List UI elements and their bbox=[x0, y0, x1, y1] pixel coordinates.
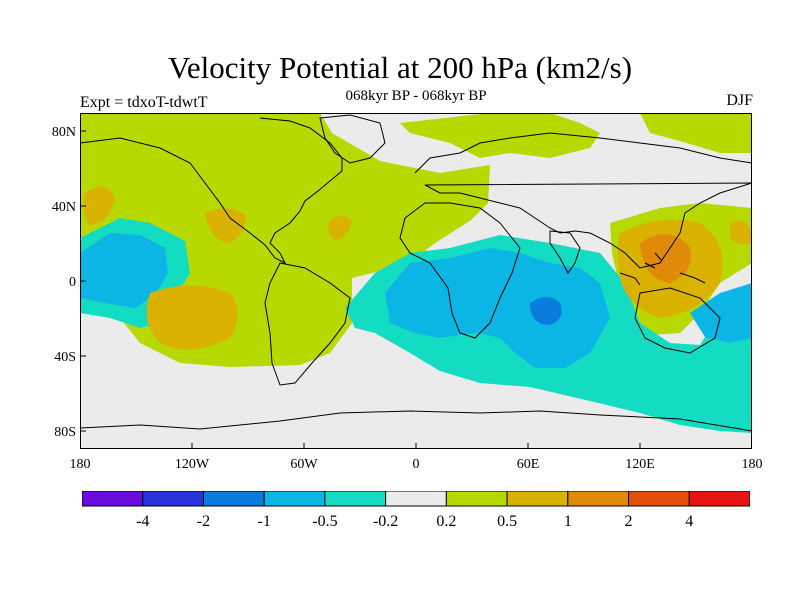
lat-tick-label: 40N bbox=[52, 200, 76, 215]
coast-greenland bbox=[319, 114, 386, 164]
strong-positive-field-maritime-continent bbox=[640, 234, 691, 283]
lon-tick-label: 180 bbox=[70, 457, 91, 472]
legend-label: 0.2 bbox=[436, 513, 456, 530]
positive-field-east-pacific bbox=[83, 186, 115, 225]
positive-field-north-pacific bbox=[640, 113, 752, 153]
legend-swatch bbox=[688, 490, 751, 507]
legend-swatch bbox=[142, 490, 204, 507]
legend-swatch bbox=[202, 490, 265, 507]
legend-svg: -4 -2 -1 -0.5 -0.2 0.2 0.5 1 2 4 bbox=[81, 490, 751, 530]
positive-field-north-pacific-east bbox=[730, 220, 752, 245]
legend-label: 4 bbox=[685, 513, 693, 530]
legend-label: -2 bbox=[197, 513, 210, 530]
legend-label: -4 bbox=[136, 513, 149, 530]
legend-swatch bbox=[81, 490, 144, 507]
map-svg bbox=[80, 113, 752, 449]
experiment-label: Expt = tdxoT-tdwtT bbox=[80, 94, 208, 111]
legend-swatch bbox=[324, 490, 387, 507]
legend-label: 0.5 bbox=[497, 513, 517, 530]
legend-swatch bbox=[506, 490, 569, 507]
positive-field-atlantic bbox=[328, 216, 352, 241]
coast-antarctica bbox=[80, 410, 752, 432]
lon-tick-label: 180 bbox=[742, 457, 763, 472]
negative-field-central-pacific bbox=[80, 233, 168, 308]
legend-label: -1 bbox=[258, 513, 271, 530]
strong-negative-field-indian-ocean bbox=[530, 297, 562, 325]
legend-swatch bbox=[567, 490, 630, 507]
positive-field-south-america-west bbox=[146, 285, 238, 350]
lat-tick-label: 0 bbox=[69, 275, 76, 290]
season-label: DJF bbox=[726, 92, 753, 109]
coastlines bbox=[80, 114, 752, 432]
color-legend: -4 -2 -1 -0.5 -0.2 0.2 0.5 1 2 4 bbox=[81, 490, 751, 535]
lon-tick-label: 120E bbox=[625, 457, 655, 472]
lon-tick-label: 60W bbox=[290, 457, 318, 472]
lon-tick-label: 120W bbox=[175, 457, 210, 472]
lat-tick-label: 80S bbox=[54, 425, 76, 440]
legend-swatch bbox=[628, 490, 690, 507]
lat-tick-label: 40S bbox=[54, 350, 76, 365]
coast-india bbox=[549, 230, 581, 274]
lat-tick-label: 80N bbox=[52, 125, 76, 140]
map-border bbox=[80, 113, 752, 449]
map-title: Velocity Potential at 200 hPa (km2/s) bbox=[167, 50, 633, 85]
coast-africa bbox=[399, 202, 521, 339]
legend-label: 2 bbox=[625, 513, 633, 530]
positive-field-europe bbox=[400, 113, 600, 158]
negative-field-south-pacific bbox=[690, 283, 752, 343]
map-subtitle: 068kyr BP - 068kyr BP bbox=[345, 88, 487, 104]
coast-south-america bbox=[264, 262, 351, 386]
map-frame bbox=[80, 113, 752, 449]
coast-islands bbox=[619, 252, 706, 286]
legend-label: 1 bbox=[564, 513, 572, 530]
legend-label: -0.5 bbox=[312, 513, 337, 530]
lon-tick-label: 0 bbox=[413, 457, 420, 472]
legend-swatch bbox=[385, 490, 447, 507]
legend-swatch bbox=[263, 490, 326, 507]
coast-eurasia bbox=[414, 132, 752, 269]
lon-tick-label: 60E bbox=[517, 457, 540, 472]
legend-label: -0.2 bbox=[373, 513, 398, 530]
coast-australia bbox=[634, 287, 721, 354]
positive-field-mexico bbox=[205, 208, 246, 243]
legend-swatch bbox=[445, 490, 508, 507]
